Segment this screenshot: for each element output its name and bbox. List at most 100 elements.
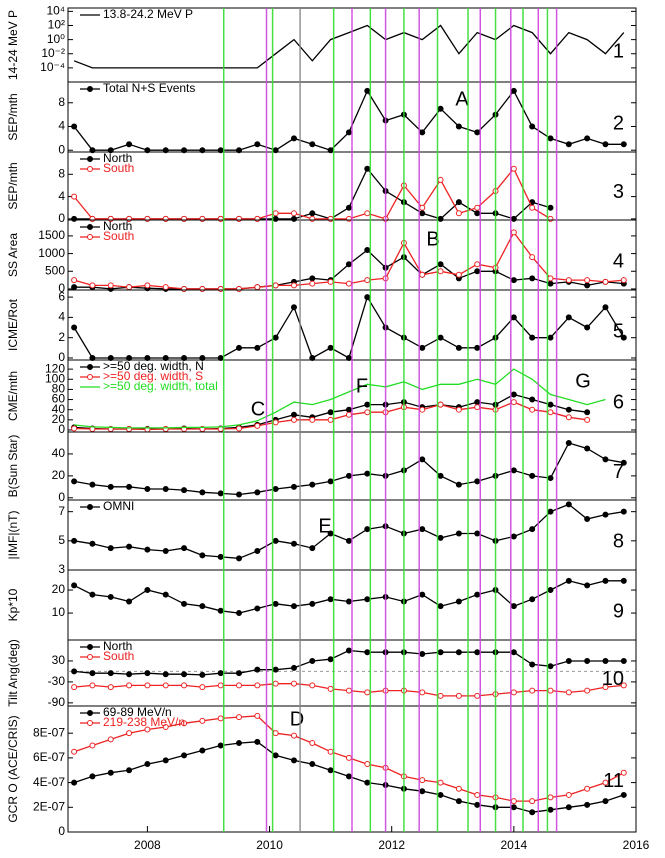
data-point xyxy=(364,689,371,696)
data-point xyxy=(199,747,206,754)
data-point xyxy=(126,730,133,737)
annotation: B xyxy=(426,228,439,250)
data-point xyxy=(474,530,481,537)
data-point xyxy=(217,553,224,560)
data-point xyxy=(419,788,426,795)
legend-label: 219-238 MeV/n xyxy=(103,715,185,729)
data-point xyxy=(565,689,572,696)
data-point xyxy=(290,664,297,671)
data-point xyxy=(236,215,243,222)
data-point xyxy=(529,798,536,805)
data-point xyxy=(455,271,462,278)
y-tick-label: 0 xyxy=(58,350,65,364)
data-point xyxy=(345,647,352,654)
legend-marker xyxy=(87,86,93,92)
data-point xyxy=(181,147,188,154)
data-point xyxy=(437,261,444,268)
data-point xyxy=(419,591,426,598)
data-point xyxy=(162,682,169,689)
data-point xyxy=(89,682,96,689)
data-point xyxy=(474,791,481,798)
series-line xyxy=(73,89,624,151)
data-point xyxy=(620,769,627,776)
data-point xyxy=(162,147,169,154)
data-point xyxy=(290,411,297,418)
data-point xyxy=(144,282,151,289)
data-point xyxy=(107,769,114,776)
data-point xyxy=(510,229,517,236)
series-line xyxy=(73,24,625,69)
data-point xyxy=(71,123,78,130)
panel-number: 6 xyxy=(613,391,624,413)
data-point xyxy=(327,416,334,423)
y-tick-label: 0 xyxy=(58,824,65,838)
data-point xyxy=(529,472,536,479)
data-point xyxy=(71,779,78,786)
data-point xyxy=(107,147,114,154)
data-point xyxy=(419,650,426,657)
y-tick-label: 4 xyxy=(58,310,65,324)
data-point xyxy=(290,483,297,490)
data-point xyxy=(437,176,444,183)
data-point xyxy=(529,406,536,413)
data-point xyxy=(71,668,78,675)
y-tick-label: -30 xyxy=(48,674,66,688)
data-point xyxy=(181,285,188,292)
data-point xyxy=(510,215,517,222)
annotation: A xyxy=(455,88,469,110)
data-point xyxy=(455,344,462,351)
data-point xyxy=(309,210,316,217)
data-point xyxy=(327,748,334,755)
legend-label: >=50 deg. width, S xyxy=(103,369,203,383)
data-point xyxy=(144,486,151,493)
data-point xyxy=(584,445,591,452)
y-axis-label: SEP/mth xyxy=(6,162,20,209)
data-point xyxy=(217,490,224,497)
y-tick-label: 1000 xyxy=(38,246,65,260)
data-point xyxy=(199,552,206,559)
data-point xyxy=(89,147,96,154)
data-point xyxy=(419,129,426,136)
data-point xyxy=(474,404,481,411)
data-point xyxy=(565,414,572,421)
data-point xyxy=(309,682,316,689)
data-point xyxy=(345,261,352,268)
data-point xyxy=(455,530,462,537)
data-point xyxy=(126,284,133,291)
data-point xyxy=(584,582,591,589)
panel-number: 5 xyxy=(613,320,624,342)
y-tick-label: 8 xyxy=(58,166,65,180)
data-point xyxy=(584,409,591,416)
data-point xyxy=(236,425,243,432)
y-axis-label: GCR O (ACE/CRIS) xyxy=(6,715,20,822)
data-point xyxy=(437,472,444,479)
data-point xyxy=(272,680,279,687)
data-point xyxy=(254,141,261,148)
legend-marker xyxy=(87,166,93,172)
data-point xyxy=(107,545,114,552)
data-point xyxy=(71,193,78,200)
data-point xyxy=(272,537,279,544)
y-axis-label: Tilt Ang(deg) xyxy=(6,639,20,707)
data-point xyxy=(455,406,462,413)
data-point xyxy=(327,767,334,774)
x-tick-label: 2014 xyxy=(500,838,527,852)
data-point xyxy=(162,486,169,493)
data-point xyxy=(419,456,426,463)
data-point xyxy=(236,740,243,747)
data-point xyxy=(620,141,627,148)
data-point xyxy=(290,540,297,547)
data-point xyxy=(345,204,352,211)
data-point xyxy=(345,687,352,694)
y-tick-label: 8 xyxy=(58,95,65,109)
y-tick-label: 10² xyxy=(48,18,65,32)
y-tick-label: 0 xyxy=(58,422,65,436)
annotation: C xyxy=(251,398,265,420)
panel-number: 7 xyxy=(613,461,624,483)
data-point xyxy=(547,215,554,222)
data-point xyxy=(474,129,481,136)
y-tick-label: -90 xyxy=(48,695,66,709)
series-line xyxy=(73,295,625,359)
data-point xyxy=(602,577,609,584)
